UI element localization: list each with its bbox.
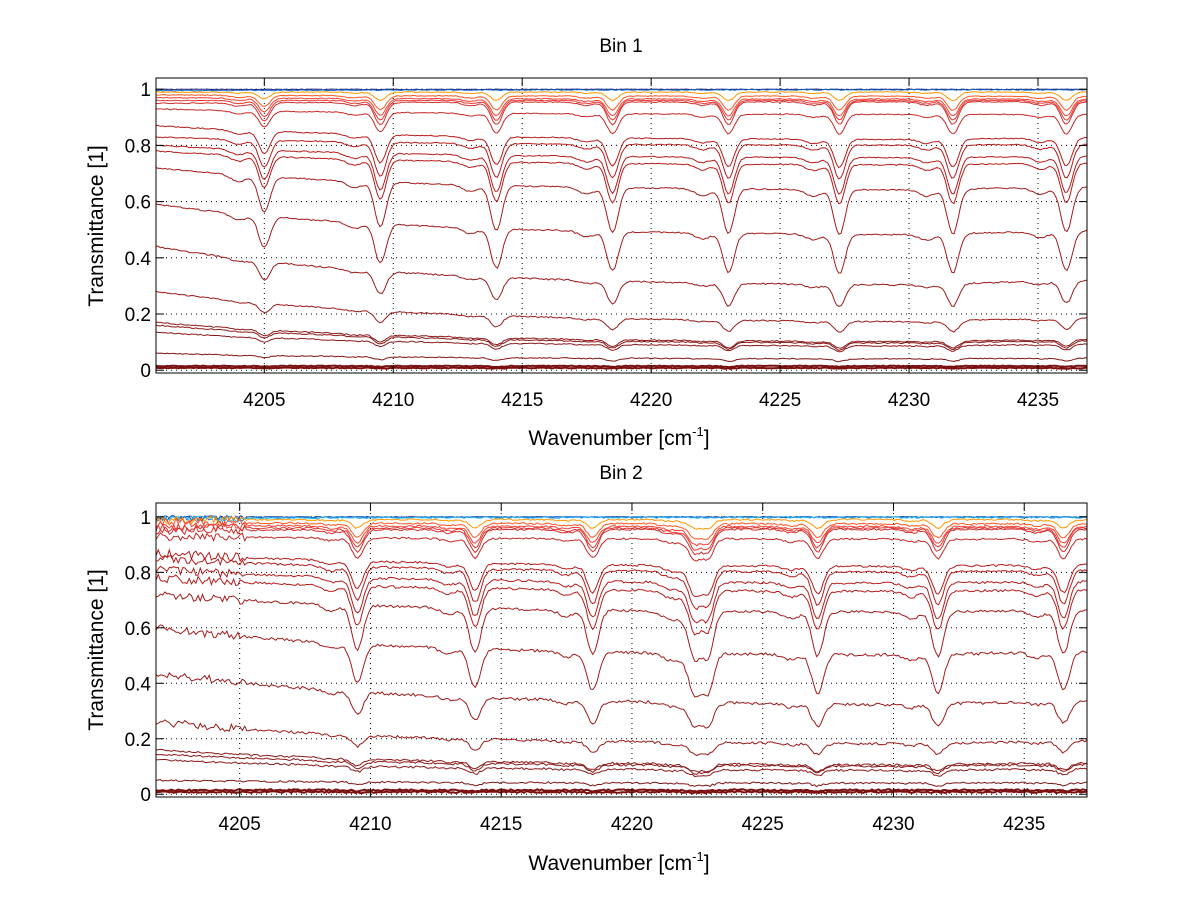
x-tick-label: 4235 bbox=[1017, 390, 1059, 411]
y-tick-label: 0 bbox=[140, 361, 151, 382]
y-tick-label: 1 bbox=[140, 508, 151, 529]
series-line-curve-11 bbox=[155, 144, 1088, 195]
y-tick-label: 0.6 bbox=[125, 619, 151, 640]
y-tick-label: 0.2 bbox=[125, 730, 151, 751]
series-line-curve-08 bbox=[155, 108, 1088, 135]
panel-title: Bin 2 bbox=[599, 463, 642, 484]
series-line-curve-03 bbox=[156, 91, 1088, 102]
series-line-curve-10 bbox=[155, 548, 1088, 597]
series-line-curve-12 bbox=[156, 150, 1088, 205]
series-line-curve-12 bbox=[155, 565, 1088, 624]
series-line-curve-22 bbox=[155, 366, 1087, 370]
series-line-curve-17 bbox=[155, 719, 1088, 757]
x-tick-label: 4205 bbox=[219, 814, 261, 835]
series-line-curve-07 bbox=[155, 100, 1088, 126]
y-axis-label: Transmittance [1] bbox=[85, 569, 108, 730]
y-tick-label: 1 bbox=[140, 80, 151, 101]
x-tick-label: 4215 bbox=[501, 390, 543, 411]
x-tick-label: 4225 bbox=[742, 814, 784, 835]
panel-bin-1: Bin 1 4205 4210 4215 4220 4225 4230 4235 0 0.2 0.… bbox=[85, 36, 1088, 450]
ticks: 4205 4210 4215 4220 4225 4230 4235 0 0.2 0.4 0.6 0.… bbox=[125, 503, 1087, 835]
series-line-curve-15 bbox=[155, 245, 1088, 307]
y-tick-label: 0.4 bbox=[125, 674, 152, 695]
y-tick-label: 0.4 bbox=[125, 249, 152, 270]
series-line-curve-22 bbox=[155, 788, 1088, 793]
x-tick-label: 4210 bbox=[372, 390, 414, 411]
ticks: 4205 4210 4215 4220 4225 4230 4235 0 0.2 0.4 0.6 0.… bbox=[125, 78, 1087, 411]
series-line-curve-13 bbox=[155, 167, 1088, 235]
series-line-curve-05 bbox=[155, 96, 1088, 117]
x-tick-label: 4215 bbox=[480, 814, 522, 835]
x-tick-label: 4205 bbox=[243, 390, 285, 411]
y-tick-label: 0 bbox=[140, 785, 151, 806]
panel-bin-2: Bin 2 4205 4210 4215 4220 4225 4230 4235 0 0.2 0.… bbox=[85, 463, 1088, 875]
series-line-curve-06 bbox=[155, 99, 1088, 121]
series-line-curve-13 bbox=[155, 572, 1088, 636]
series-line-curve-04 bbox=[155, 515, 1088, 530]
series-line-curve-03 bbox=[155, 515, 1087, 524]
x-tick-label: 4235 bbox=[1003, 814, 1045, 835]
series-line-curve-19 bbox=[155, 753, 1088, 775]
series-line-curve-18 bbox=[155, 324, 1088, 351]
x-axis-label: Wavenumber [cm-1] bbox=[528, 424, 709, 450]
series-line-curve-19 bbox=[155, 331, 1088, 353]
series-line-curve-16 bbox=[155, 672, 1088, 729]
series-line-curve-15 bbox=[155, 624, 1088, 698]
series-line-curve-20 bbox=[155, 352, 1088, 363]
y-tick-label: 0.8 bbox=[125, 563, 151, 584]
x-tick-label: 4225 bbox=[759, 390, 801, 411]
series-line-curve-14 bbox=[155, 203, 1088, 274]
series-line-curve-04 bbox=[155, 94, 1087, 112]
axes-frame bbox=[155, 77, 1088, 374]
y-tick-label: 0.8 bbox=[125, 136, 151, 157]
series-line-curve-09 bbox=[156, 125, 1087, 169]
y-axis-label: Transmittance [1] bbox=[85, 145, 108, 306]
series-line-curve-09 bbox=[155, 532, 1088, 562]
series-line-curve-10 bbox=[155, 136, 1088, 180]
x-tick-label: 4230 bbox=[888, 390, 930, 411]
axes-frame bbox=[155, 502, 1088, 798]
series-line-curve-02 bbox=[155, 88, 1088, 92]
series-line-curve-21 bbox=[155, 779, 1087, 788]
series-line-curve-11 bbox=[155, 554, 1088, 611]
x-tick-label: 4230 bbox=[872, 814, 914, 835]
x-tick-label: 4220 bbox=[630, 390, 672, 411]
series-line-curve-20 bbox=[155, 758, 1088, 778]
series-line-curve-14 bbox=[155, 591, 1088, 663]
y-tick-label: 0.6 bbox=[125, 193, 151, 214]
x-axis-label: Wavenumber [cm-1] bbox=[528, 849, 709, 875]
series-line-curve-05 bbox=[155, 517, 1088, 540]
series-line-curve-08 bbox=[155, 525, 1088, 556]
series-line-curve-16 bbox=[155, 290, 1088, 333]
series-line-curve-23 bbox=[155, 790, 1088, 795]
x-tick-label: 4210 bbox=[349, 814, 391, 835]
series-group bbox=[155, 514, 1088, 795]
panel-title: Bin 1 bbox=[599, 36, 642, 57]
y-tick-label: 0.2 bbox=[125, 305, 151, 326]
series-group bbox=[155, 88, 1088, 370]
x-tick-label: 4220 bbox=[611, 814, 653, 835]
series-line-curve-17 bbox=[155, 321, 1088, 349]
series-line-curve-21 bbox=[155, 364, 1088, 369]
